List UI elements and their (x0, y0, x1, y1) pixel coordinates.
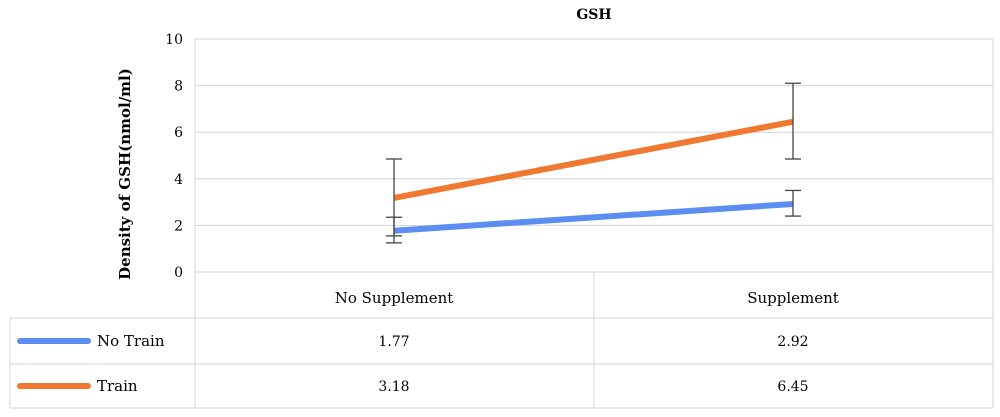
grid-lines (195, 38, 993, 273)
legend-label: Train (97, 377, 138, 395)
chart-title: GSH (576, 7, 611, 23)
x-tick-label: No Supplement (335, 289, 454, 307)
y-tick-label: 8 (174, 79, 183, 95)
y-axis-label: Density of GSH(nmol/ml) (116, 68, 134, 280)
y-tick-label: 2 (174, 218, 183, 234)
series-line (393, 118, 794, 201)
error-bars (386, 82, 801, 244)
data-label: 2.92 (777, 334, 808, 350)
series-line (393, 200, 794, 234)
data-table: No Supplement Supplement No Train 1.77 2.92 T… (9, 39, 994, 409)
series-lines (393, 118, 794, 234)
data-label: 3.18 (378, 379, 409, 395)
y-tick-label: 6 (174, 125, 183, 141)
legend-label: No Train (97, 332, 165, 350)
data-label: 1.77 (378, 334, 409, 350)
data-label: 6.45 (777, 379, 808, 395)
y-tick-label: 4 (174, 172, 183, 188)
y-tick-label: 0 (174, 265, 183, 281)
y-tick-label: 10 (165, 32, 183, 48)
y-axis-ticks: 0 2 4 6 8 10 (165, 32, 183, 281)
x-tick-label: Supplement (747, 289, 839, 307)
